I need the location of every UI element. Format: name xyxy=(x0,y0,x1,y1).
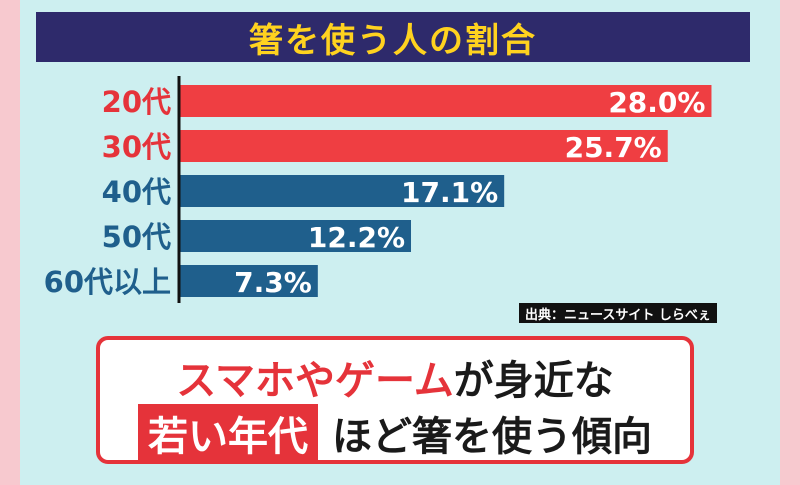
bar-value-label: 25.7% xyxy=(565,131,662,164)
category-label: 30代 xyxy=(102,130,171,164)
callout-box: スマホやゲームが身近な 若い年代 ほど箸を使う傾向 xyxy=(96,336,694,464)
bar-value-label: 28.0% xyxy=(608,86,705,119)
bar-value-label: 17.1% xyxy=(401,176,498,209)
bar-4 xyxy=(179,265,318,297)
category-label: 60代以上 xyxy=(44,265,171,299)
bar-0 xyxy=(179,85,712,117)
bar-value-label: 7.3% xyxy=(234,266,312,299)
callout-line-1: スマホやゲームが身近な xyxy=(100,348,690,406)
callout-dark-text: が身近な xyxy=(453,358,614,404)
bar-value-label: 12.2% xyxy=(308,221,405,254)
callout-highlight: 若い年代 xyxy=(138,404,318,462)
category-label: 20代 xyxy=(102,85,171,119)
chart-title: 箸を使う人の割合 xyxy=(249,20,537,61)
callout-red-text: スマホやゲーム xyxy=(176,358,454,404)
callout-line-2: 若い年代 ほど箸を使う傾向 xyxy=(100,404,690,462)
bar-2 xyxy=(179,175,505,207)
bar-chart: 28.0% 20代 25.7% 30代 17.1% 40代 12.2% 50代 7.3% 60代以… xyxy=(44,76,712,303)
category-label: 50代 xyxy=(102,220,171,254)
category-label: 40代 xyxy=(102,175,171,209)
bar-3 xyxy=(179,220,412,252)
callout-trend-text: ほど箸を使う傾向 xyxy=(332,414,652,460)
title-bar: 箸を使う人の割合 xyxy=(36,12,750,62)
source-label: 出典：ニュースサイト しらべぇ xyxy=(519,303,717,323)
bar-1 xyxy=(179,130,668,162)
